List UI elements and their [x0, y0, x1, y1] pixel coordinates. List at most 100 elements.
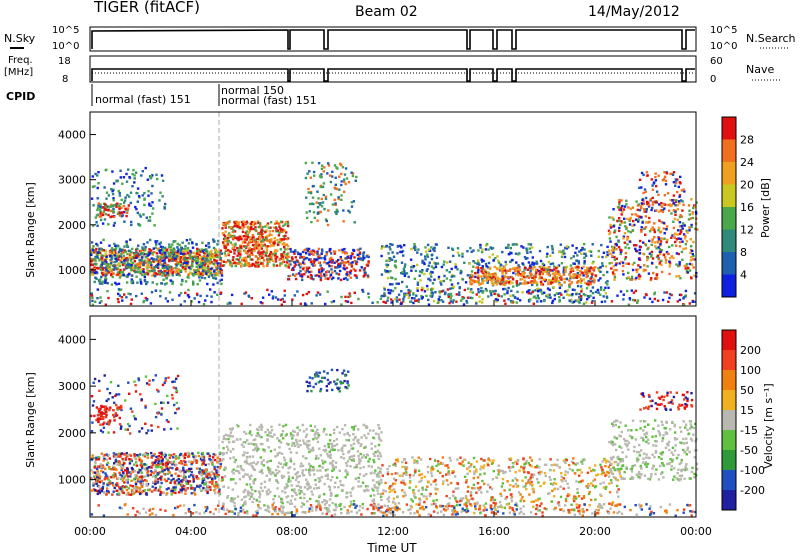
data-cell	[223, 235, 227, 238]
data-cell	[450, 283, 454, 286]
data-cell	[636, 301, 639, 304]
data-cell	[674, 213, 677, 216]
freq-tick-top: 18	[58, 56, 71, 67]
data-cell	[305, 256, 309, 260]
data-cell	[600, 243, 603, 247]
data-cell	[178, 257, 181, 261]
data-cell	[651, 300, 654, 304]
data-cell	[498, 277, 502, 281]
data-cell	[389, 248, 392, 251]
data-cell	[409, 258, 413, 261]
data-cell	[122, 470, 125, 474]
data-cell	[177, 474, 180, 477]
data-cell	[503, 274, 506, 278]
data-cell	[212, 453, 215, 456]
data-cell	[430, 246, 433, 249]
data-cell	[316, 211, 320, 214]
data-cell	[138, 261, 141, 265]
data-cell	[324, 255, 327, 258]
data-cell	[675, 275, 678, 278]
data-cell	[578, 292, 581, 296]
data-cell	[141, 247, 144, 251]
data-cell	[599, 270, 602, 273]
data-cell	[313, 216, 316, 220]
data-cell	[250, 221, 254, 224]
data-cell	[163, 205, 166, 209]
data-cell	[684, 267, 687, 270]
data-cell	[169, 481, 172, 484]
data-cell	[508, 269, 511, 273]
data-cell	[638, 209, 642, 212]
data-cell	[116, 255, 119, 258]
data-cell	[492, 275, 495, 279]
data-cell	[615, 262, 618, 265]
data-cell	[96, 470, 99, 473]
data-cell	[674, 240, 677, 244]
data-cell	[205, 475, 208, 478]
data-cell	[166, 300, 169, 303]
data-cell	[99, 253, 103, 256]
data-cell	[611, 216, 614, 219]
data-cell	[556, 265, 559, 268]
data-cell	[121, 248, 124, 251]
data-cell	[599, 286, 603, 289]
data-cell	[337, 258, 340, 262]
data-cell	[120, 452, 124, 455]
data-cell	[489, 273, 492, 276]
data-cell	[250, 264, 254, 267]
data-cell	[474, 275, 477, 279]
data-cell	[256, 237, 259, 241]
data-cell	[150, 456, 153, 459]
data-cell	[582, 293, 586, 296]
data-cell	[680, 250, 684, 254]
data-cell	[631, 268, 635, 272]
data-cell	[409, 289, 412, 293]
data-cell	[541, 292, 544, 296]
data-cell	[255, 261, 258, 264]
data-cell	[105, 264, 108, 267]
data-cell	[638, 252, 642, 255]
data-cell	[562, 266, 566, 269]
data-cell	[202, 302, 206, 306]
data-cell	[308, 170, 311, 173]
data-cell	[330, 300, 333, 304]
data-cell	[639, 266, 642, 269]
data-cell	[121, 251, 125, 254]
data-cell	[290, 256, 294, 259]
data-cell	[173, 403, 176, 407]
data-cell	[265, 245, 268, 248]
data-cell	[94, 276, 97, 279]
data-cell	[151, 267, 155, 271]
data-cell	[311, 260, 314, 263]
data-cell	[91, 185, 95, 189]
data-cell	[170, 474, 173, 477]
data-cell	[679, 231, 683, 234]
data-cell	[103, 218, 107, 221]
data-cell	[158, 272, 161, 275]
data-cell	[178, 274, 181, 277]
data-cell	[662, 202, 666, 206]
data-cell	[107, 431, 110, 434]
data-cell	[612, 208, 615, 211]
data-cell	[214, 261, 217, 264]
data-cell	[165, 457, 168, 460]
data-cell	[318, 254, 321, 257]
data-cell	[273, 222, 277, 225]
data-cell	[116, 298, 120, 301]
data-cell	[449, 300, 453, 303]
data-cell	[591, 299, 594, 303]
data-cell	[665, 240, 668, 244]
data-cell	[112, 224, 116, 227]
data-cell	[153, 251, 156, 254]
nsky-frame	[89, 26, 697, 52]
data-cell	[103, 254, 106, 258]
data-cell	[236, 237, 239, 241]
data-cell	[531, 261, 534, 264]
data-cell	[527, 243, 530, 246]
data-cell	[120, 474, 124, 478]
data-cell	[620, 199, 623, 202]
data-cell	[222, 233, 226, 236]
data-cell	[101, 471, 105, 474]
data-cell	[651, 226, 654, 229]
data-cell	[130, 257, 133, 261]
